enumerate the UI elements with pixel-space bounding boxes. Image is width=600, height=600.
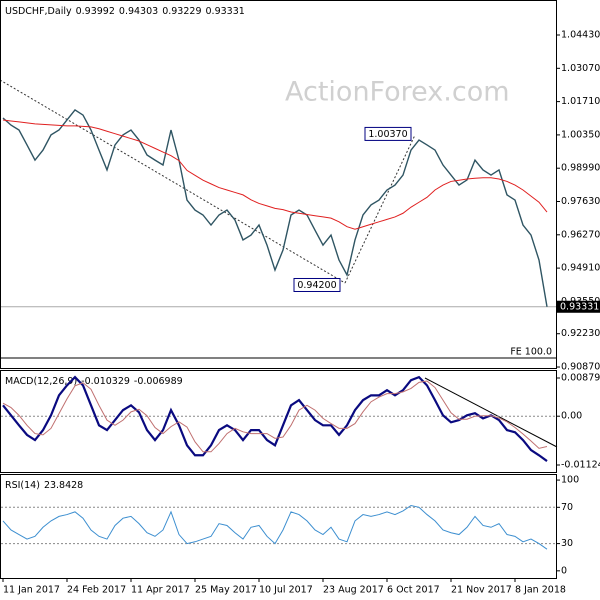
- y-tick-label: 1.03070: [561, 63, 600, 74]
- series-line: [2, 119, 548, 230]
- panel-title-name: USDCHF,Daily: [5, 6, 72, 17]
- x-tick-label: 10 Jul 2017: [259, 585, 313, 596]
- y-tick-label: 70: [561, 502, 573, 513]
- title-value: 0.93992: [76, 6, 115, 17]
- x-tick-label: 11 Apr 2017: [131, 585, 190, 596]
- y-tick-label: 1.01710: [561, 96, 600, 107]
- y-tick-label: 1.00350: [561, 129, 600, 140]
- trend-line: [424, 377, 558, 448]
- panel-title-name: MACD(12,26,9): [5, 376, 77, 387]
- y-tick-label: 0: [561, 565, 567, 576]
- x-tick-label: 24 Feb 2017: [67, 585, 126, 596]
- panel-title: RSI(14) 23.8428: [5, 480, 83, 491]
- x-tick-label: 11 Jan 2017: [3, 585, 60, 596]
- series-line: [2, 504, 548, 550]
- y-tick-label: 0.98990: [561, 163, 600, 174]
- panel-frame: [0, 474, 557, 579]
- annotation-box: [293, 277, 341, 292]
- trend-line: [0, 79, 346, 284]
- annotation-label: 1.00370: [368, 129, 407, 140]
- y-tick-label: 0.97630: [561, 196, 600, 207]
- series-line: [2, 380, 548, 453]
- y-tick-label: 30: [561, 538, 573, 549]
- y-tick-label: 0.00: [561, 411, 582, 422]
- last-price-label: 0.93331: [560, 301, 599, 312]
- title-value: -0.006989: [134, 376, 183, 387]
- series-line: [2, 375, 548, 462]
- panel-title-name: RSI(14): [5, 480, 40, 491]
- y-tick-label: 0.008796: [561, 373, 600, 384]
- title-value: -0.010329: [81, 376, 130, 387]
- y-tick-label: 100: [561, 475, 579, 486]
- panel-title: USDCHF,Daily 0.93992 0.94303 0.93229 0.93331: [5, 6, 245, 17]
- y-tick-label: 0.90870: [561, 362, 600, 373]
- watermark: ActionForex.com: [285, 77, 510, 108]
- x-tick-label: 23 Aug 2017: [323, 585, 384, 596]
- fe-label: FE 100.0: [510, 346, 552, 357]
- title-value: 0.93229: [162, 6, 201, 17]
- annotation-box: [364, 126, 412, 141]
- y-tick-label: 0.92230: [561, 328, 600, 339]
- y-tick-label: 0.96270: [561, 229, 600, 240]
- x-tick-label: 21 Nov 2017: [451, 585, 512, 596]
- last-price-box: [557, 300, 600, 313]
- title-value: 0.94303: [119, 6, 158, 17]
- x-tick-label: 6 Oct 2017: [387, 585, 440, 596]
- panel-frame: [0, 370, 557, 473]
- title-value: 0.93331: [206, 6, 245, 17]
- x-tick-label: 8 Jan 2018: [515, 585, 566, 596]
- annotation-label: 0.94200: [297, 280, 336, 291]
- panel-frame: [0, 0, 557, 369]
- y-tick-label: 0.94910: [561, 263, 600, 274]
- title-value: 23.8428: [44, 480, 83, 491]
- trend-line: [344, 134, 416, 284]
- panel-title: MACD(12,26,9) -0.010329 -0.006989: [5, 376, 183, 387]
- series-line: [2, 109, 548, 307]
- y-tick-label: -0.01124: [561, 460, 600, 471]
- y-tick-label: 1.04430: [561, 30, 600, 41]
- x-tick-label: 25 May 2017: [195, 585, 257, 596]
